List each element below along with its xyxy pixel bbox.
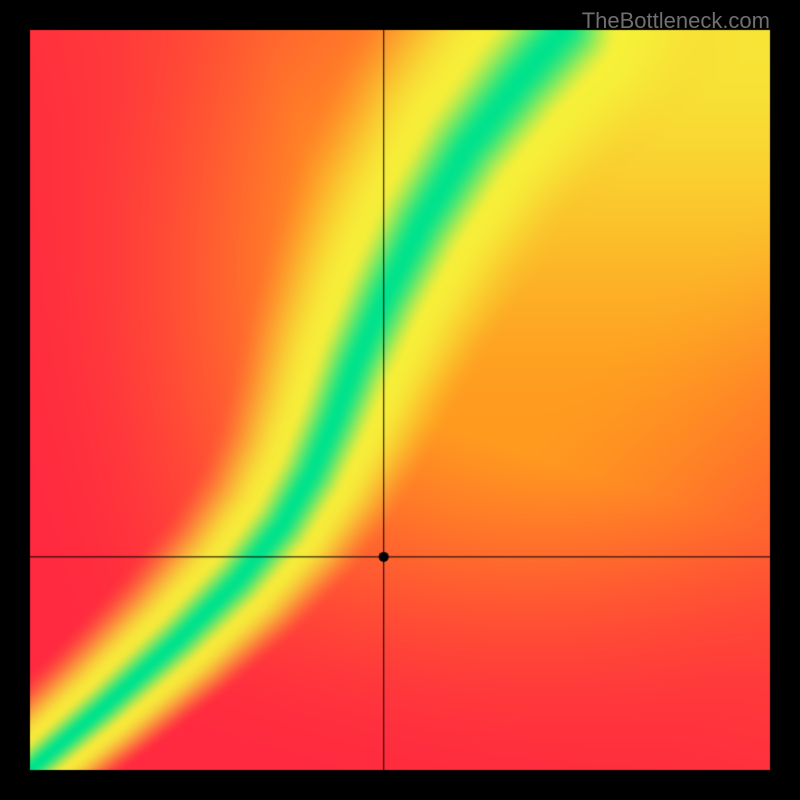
bottleneck-heatmap-canvas — [0, 0, 800, 800]
chart-container: TheBottleneck.com — [0, 0, 800, 800]
watermark-text: TheBottleneck.com — [582, 8, 770, 34]
